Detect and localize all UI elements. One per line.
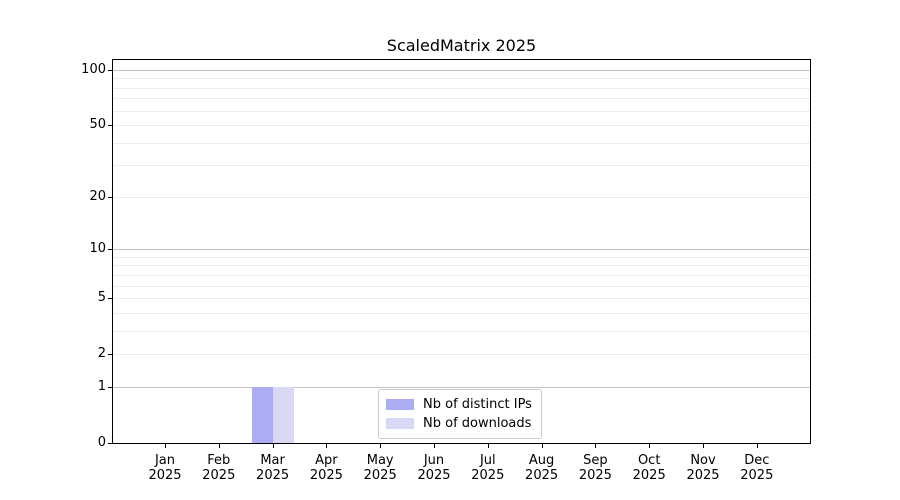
y-tick-label: 100 — [81, 62, 106, 77]
y-tick-label: 50 — [89, 117, 106, 133]
major-gridline — [113, 249, 810, 251]
x-axis-tick — [488, 444, 489, 448]
chart-title: ScaledMatrix 2025 — [386, 36, 537, 55]
x-tick-year: 2025 — [256, 468, 290, 483]
x-tick-year: 2025 — [202, 468, 236, 483]
y-axis-tick — [108, 70, 112, 71]
x-axis-tick — [326, 444, 327, 448]
x-tick-month: Mar — [260, 453, 285, 468]
y-axis-tick — [108, 386, 112, 388]
x-tick-label: Jan 2025 — [137, 453, 193, 483]
x-axis-tick — [542, 444, 543, 448]
x-tick-label: May 2025 — [352, 453, 408, 483]
x-tick-year: 2025 — [309, 468, 343, 483]
x-tick-label: Mar 2025 — [245, 453, 301, 483]
legend-label: Nb of distinct IPs — [423, 397, 532, 412]
minor-gridline — [113, 98, 810, 100]
minor-gridline — [113, 110, 810, 112]
x-tick-month: Apr — [315, 453, 338, 468]
x-tick-year: 2025 — [417, 468, 451, 483]
x-axis-tick — [649, 444, 650, 448]
x-tick-label: Apr 2025 — [298, 453, 354, 483]
x-tick-label: Dec 2025 — [729, 453, 785, 483]
y-tick-label: 1 — [97, 378, 106, 394]
minor-gridline — [113, 330, 810, 332]
legend: Nb of distinct IPs Nb of downloads — [378, 389, 542, 439]
x-tick-year: 2025 — [471, 468, 505, 483]
y-tick-label: 20 — [89, 188, 106, 204]
x-tick-year: 2025 — [363, 468, 397, 483]
x-tick-label: Feb 2025 — [191, 453, 247, 483]
x-tick-month: Dec — [744, 453, 770, 468]
x-tick-label: Aug 2025 — [514, 453, 570, 483]
x-tick-label: Sep 2025 — [567, 453, 623, 483]
bar — [251, 386, 273, 443]
bar — [272, 386, 294, 443]
x-tick-month: Nov — [690, 453, 716, 468]
x-axis-tick — [434, 444, 435, 448]
y-axis-tick — [108, 196, 112, 198]
y-axis-tick — [108, 249, 112, 251]
legend-row: Nb of distinct IPs — [386, 395, 532, 414]
x-axis-tick — [165, 444, 166, 448]
x-tick-year: 2025 — [525, 468, 559, 483]
legend-label: Nb of downloads — [423, 416, 532, 431]
x-tick-label: Oct 2025 — [621, 453, 677, 483]
x-tick-month: May — [366, 453, 394, 468]
minor-gridline — [113, 142, 810, 144]
legend-swatch — [386, 399, 414, 410]
y-axis-tick — [108, 125, 112, 127]
x-axis-tick — [273, 444, 274, 448]
x-axis-tick — [703, 444, 704, 448]
x-tick-month: Feb — [207, 453, 231, 468]
x-axis-tick — [380, 444, 381, 448]
y-tick-label: 5 — [97, 290, 106, 306]
x-tick-month: Jul — [479, 453, 496, 468]
legend-row: Nb of downloads — [386, 414, 532, 433]
x-tick-label: Jul 2025 — [460, 453, 516, 483]
x-tick-year: 2025 — [740, 468, 774, 483]
minor-gridline — [113, 125, 810, 127]
x-axis-tick — [595, 444, 596, 448]
minor-gridline — [113, 274, 810, 276]
legend-swatch — [386, 418, 414, 429]
minor-gridline — [113, 312, 810, 314]
x-tick-year: 2025 — [578, 468, 612, 483]
major-gridline — [113, 70, 810, 71]
y-axis-tick — [108, 298, 112, 300]
minor-gridline — [113, 354, 810, 356]
x-axis-tick — [219, 444, 220, 448]
x-tick-label: Nov 2025 — [675, 453, 731, 483]
y-tick-label: 2 — [97, 346, 106, 362]
major-gridline — [113, 386, 810, 388]
x-tick-year: 2025 — [632, 468, 666, 483]
minor-gridline — [113, 196, 810, 198]
x-axis-tick — [757, 444, 758, 448]
x-tick-year: 2025 — [148, 468, 182, 483]
x-tick-year: 2025 — [686, 468, 720, 483]
y-axis-tick — [108, 354, 112, 356]
x-tick-month: Aug — [528, 453, 555, 468]
minor-gridline — [113, 285, 810, 287]
x-tick-month: Sep — [583, 453, 608, 468]
x-tick-month: Jan — [154, 453, 176, 468]
x-tick-month: Jun — [423, 453, 445, 468]
x-tick-label: Jun 2025 — [406, 453, 462, 483]
minor-gridline — [113, 78, 810, 80]
y-tick-label: 10 — [89, 241, 106, 257]
x-tick-month: Oct — [637, 453, 661, 468]
y-tick-label: 0 — [97, 435, 106, 450]
minor-gridline — [113, 256, 810, 258]
minor-gridline — [113, 87, 810, 89]
minor-gridline — [113, 165, 810, 167]
plot-area — [112, 59, 811, 444]
minor-gridline — [113, 298, 810, 300]
y-axis-tick — [108, 443, 112, 444]
minor-gridline — [113, 265, 810, 267]
